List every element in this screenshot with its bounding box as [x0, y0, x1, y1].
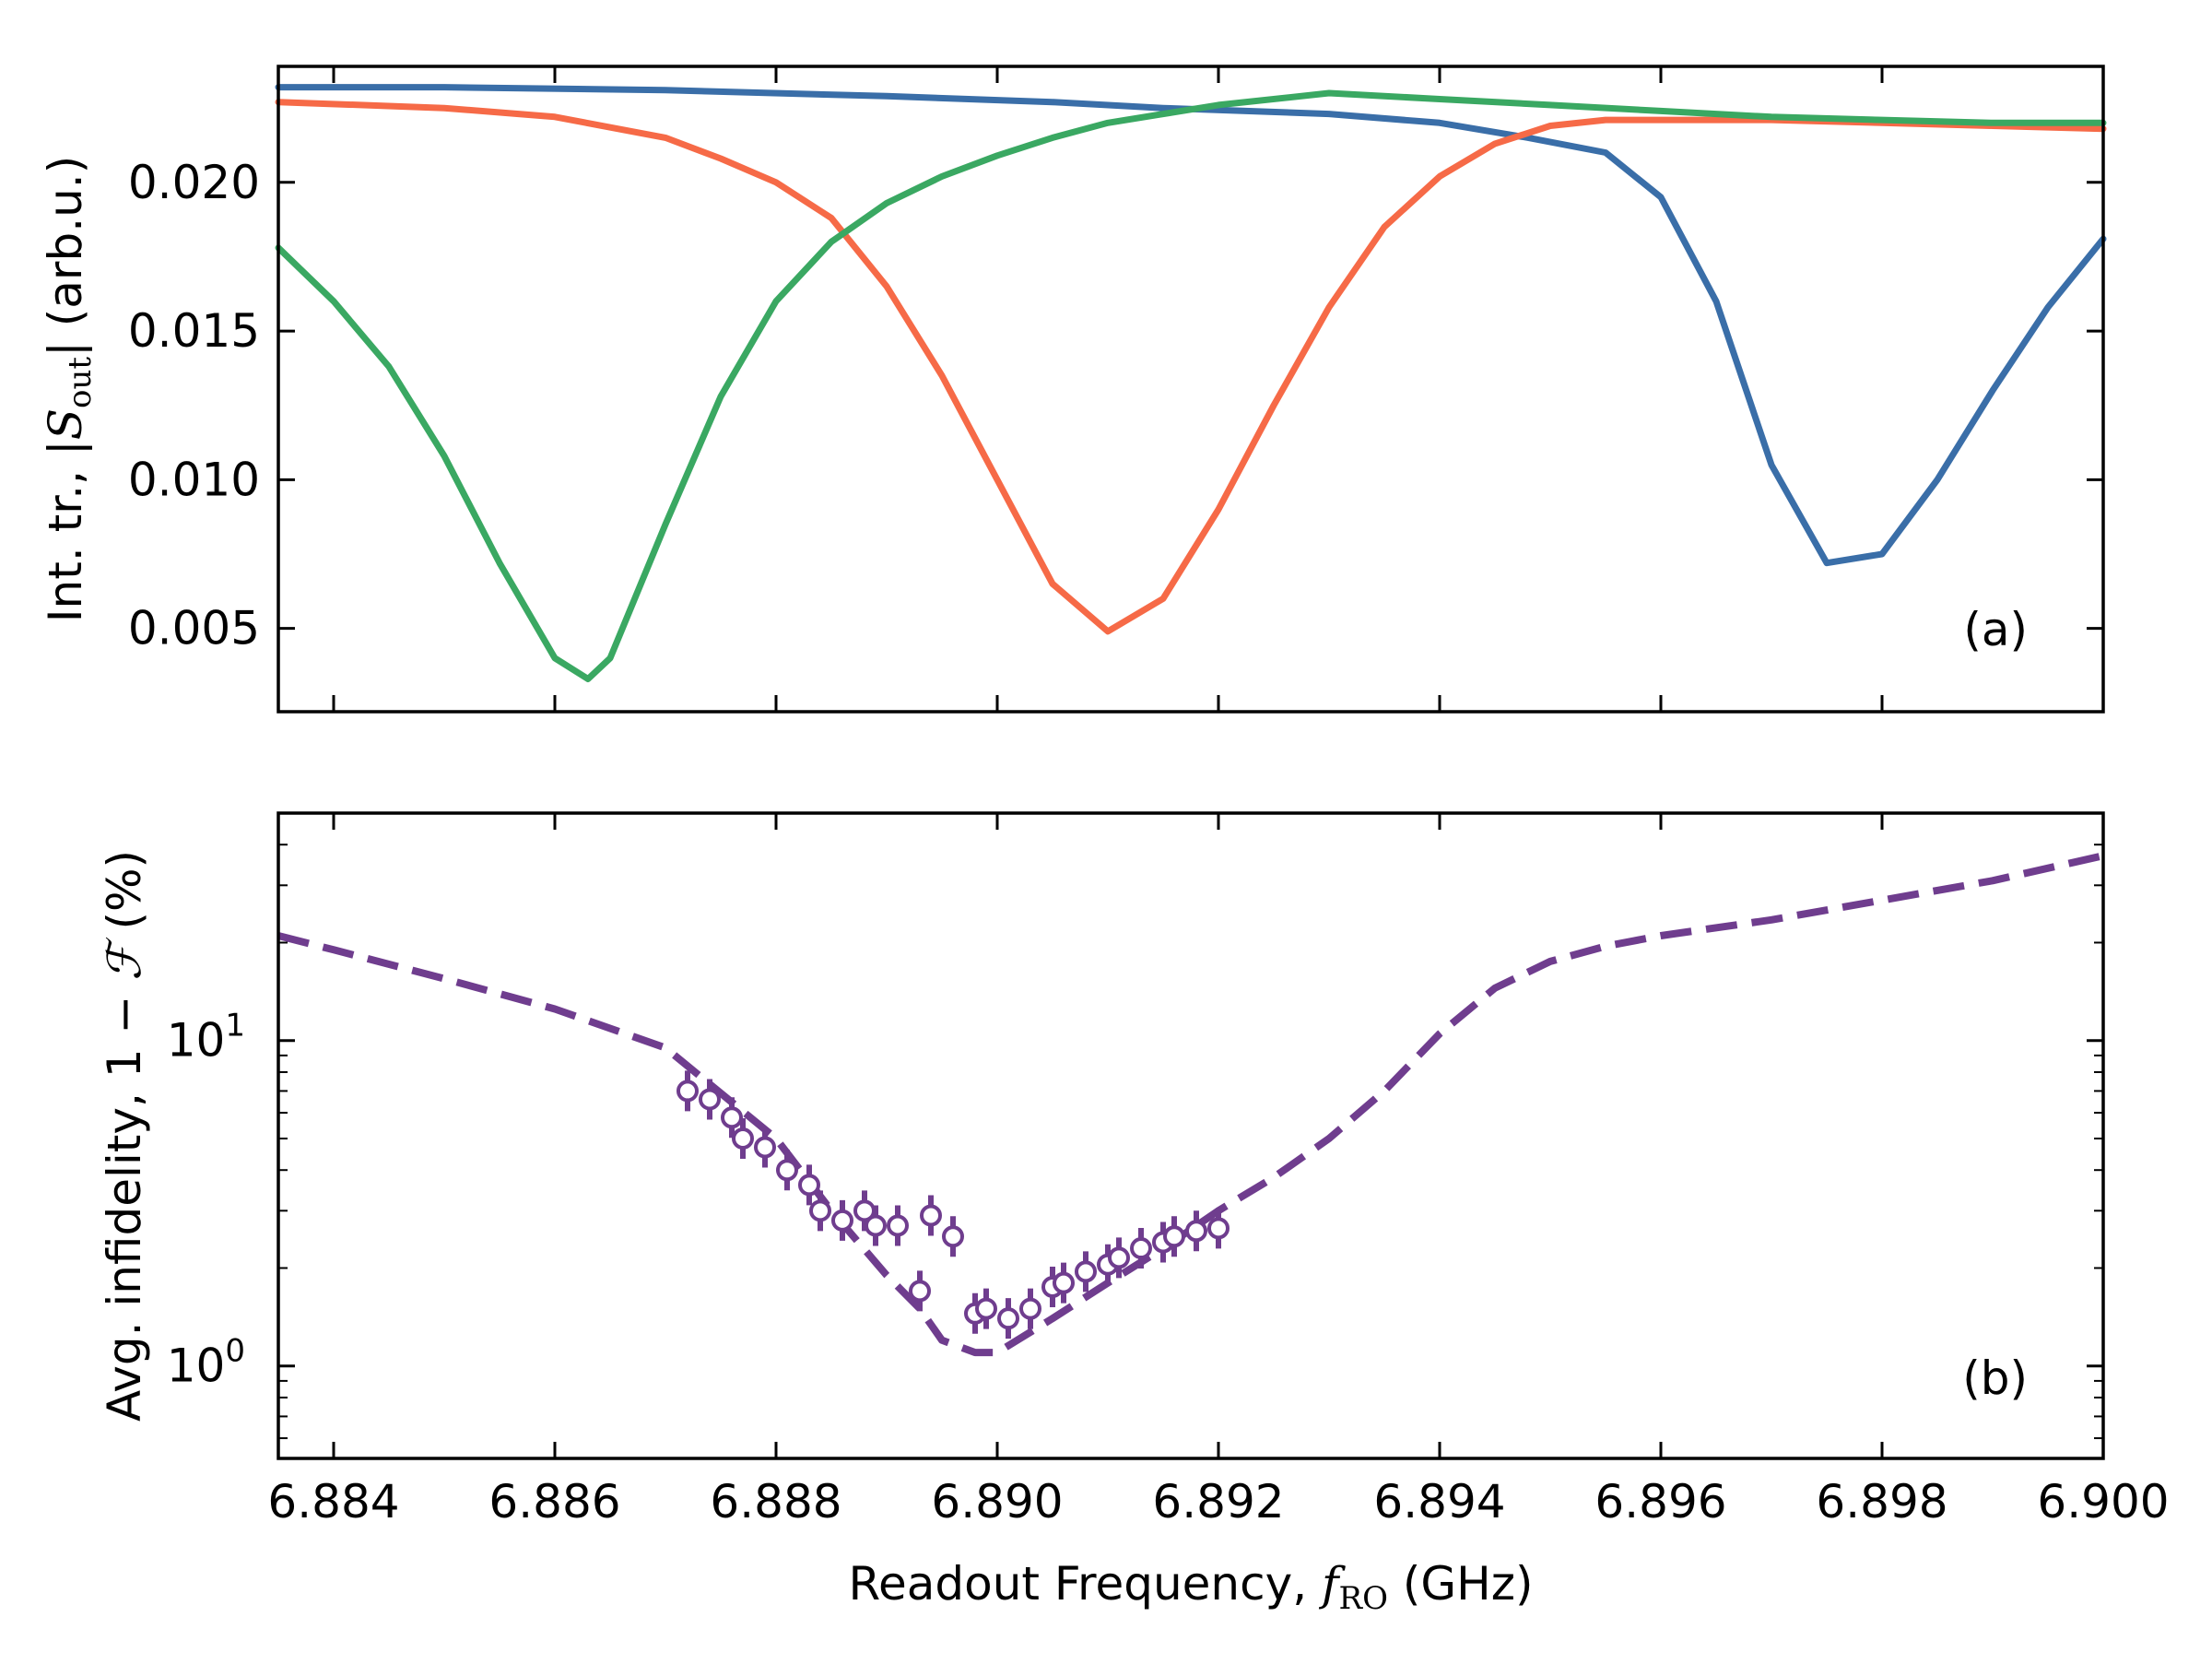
y-tick-label-b: 101 — [167, 1008, 245, 1068]
x-label-suffix: (GHz) — [1388, 1557, 1534, 1611]
data-point — [1108, 1246, 1130, 1269]
y-tick-label-exponent: 0 — [225, 1333, 245, 1370]
data-point — [920, 1204, 942, 1227]
y-label-a-prefix: Int. tr., | — [39, 440, 92, 622]
x-tick-label: 6.896 — [1594, 1475, 1726, 1528]
panel-a-frame — [276, 65, 2105, 714]
data-point — [909, 1280, 931, 1303]
data-point — [721, 1106, 743, 1129]
data-point — [754, 1136, 776, 1159]
y-tick-label-exponent: 1 — [225, 1008, 245, 1044]
y-label-a-symbol: S — [39, 408, 92, 440]
data-point — [1053, 1271, 1075, 1294]
x-label-prefix: Readout Frequency, — [848, 1557, 1322, 1611]
panel-a: 0.005 0.010 0.015 0.020 Int. tr., |Sout| (ar… — [39, 65, 2107, 714]
series-line-1 — [275, 84, 2107, 567]
data-point — [997, 1307, 1019, 1330]
dashed-fit-line — [277, 852, 2104, 1357]
panel-label-b: (b) — [1962, 1351, 2028, 1405]
y-tick-label-base: 10 — [167, 1339, 226, 1393]
data-point — [1185, 1220, 1207, 1243]
data-point — [975, 1297, 997, 1320]
panel-b-frame — [276, 811, 2105, 1460]
series-line-2 — [275, 99, 2107, 635]
data-point — [1130, 1237, 1152, 1260]
data-point — [809, 1199, 831, 1222]
data-point — [865, 1214, 887, 1237]
y-label-b-suffix: (%) — [98, 850, 151, 944]
y-tick-label-b: 100 — [167, 1333, 245, 1393]
x-tick-label: 6.898 — [1816, 1475, 1947, 1528]
y-label-a-subscript: out — [62, 357, 99, 408]
y-tick-label-a: 0.015 — [128, 304, 260, 358]
y-tick-label-base: 10 — [167, 1014, 226, 1068]
y-label-a-suffix: | (arb.u.) — [39, 156, 92, 357]
panel-label-a: (a) — [1963, 603, 2028, 656]
x-tick-label: 6.900 — [2037, 1475, 2169, 1528]
data-point — [1075, 1260, 1097, 1283]
data-point — [942, 1225, 964, 1248]
data-point — [677, 1080, 699, 1103]
data-point — [699, 1088, 721, 1111]
x-tick-label: 6.888 — [710, 1475, 841, 1528]
x-tick-label: 6.894 — [1373, 1475, 1505, 1528]
data-point — [1019, 1297, 1041, 1320]
y-axis-label-a: Int. tr., |Sout| (arb.u.) — [39, 156, 99, 622]
data-point — [798, 1174, 820, 1197]
x-tick-label: 6.890 — [931, 1475, 1063, 1528]
data-point — [1163, 1225, 1185, 1248]
y-label-b-prefix: Avg. infidelity, 1 − — [98, 981, 151, 1422]
y-tick-label-a: 0.010 — [128, 453, 260, 506]
data-point — [1207, 1217, 1230, 1240]
y-axis-label-b: Avg. infidelity, 1 − ℱ (%) — [98, 850, 151, 1422]
x-axis-label: Readout Frequency, fRO (GHz) — [848, 1557, 1533, 1617]
data-point — [831, 1209, 853, 1232]
y-tick-label-a: 0.020 — [128, 156, 260, 209]
x-tick-label: 6.892 — [1152, 1475, 1284, 1528]
data-point — [732, 1127, 754, 1151]
series-line-3 — [275, 89, 2107, 682]
y-tick-label-a: 0.005 — [128, 602, 260, 655]
data-point — [776, 1159, 798, 1182]
x-tick-label: 6.886 — [488, 1475, 620, 1528]
x-tick-label: 6.884 — [267, 1475, 399, 1528]
data-point — [887, 1214, 909, 1237]
x-label-subscript: RO — [1339, 1580, 1388, 1617]
